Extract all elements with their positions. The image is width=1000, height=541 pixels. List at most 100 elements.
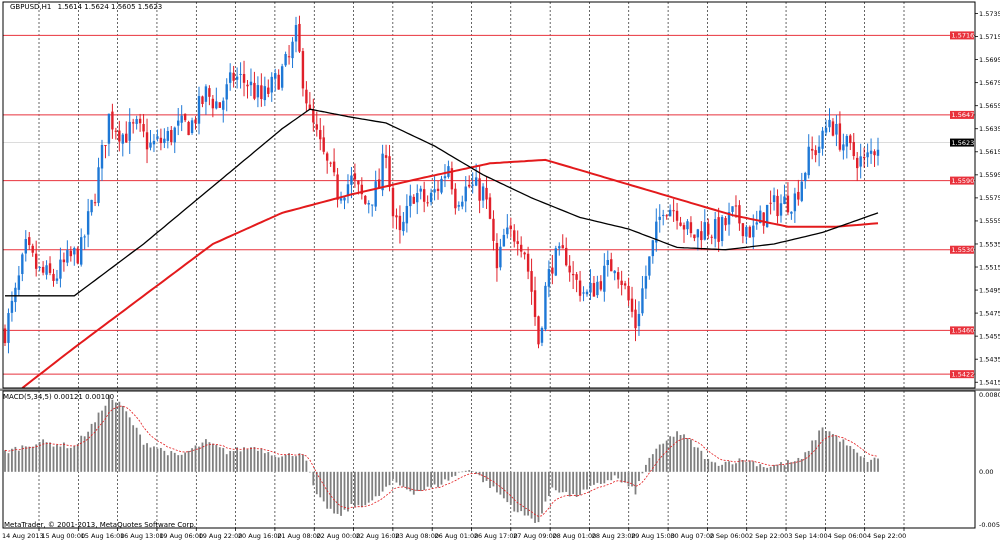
candle-bull [433,189,436,193]
price-tick-label: 1.5675 [979,79,1000,87]
macd-bar [250,447,252,472]
macd-bar [613,471,616,476]
macd-bar [59,446,62,472]
candle-bear [131,122,135,124]
macd-bar [66,448,69,472]
macd-bar [766,467,769,472]
macd-bar [360,471,363,508]
macd-bar [291,456,294,472]
candle-bear [810,148,814,151]
candle-bull [457,205,461,207]
candle-bull [589,282,592,293]
macd-bar [426,471,429,487]
candle-bear [710,236,713,238]
macd-bar [69,447,72,472]
macd-bar [800,458,803,472]
candle-bull [720,217,724,242]
candle-bull [405,205,409,224]
macd-bar [170,451,173,472]
macd-bar [596,471,599,483]
macd-bar [173,452,176,472]
candle-bull [582,292,585,294]
macd-bar [194,445,197,472]
macd-bar [617,471,620,479]
candle-bull [374,181,377,207]
candle-bull [402,221,405,232]
candle-bull [55,278,59,281]
macd-bar [838,441,841,472]
candle-bull [371,204,374,206]
macd-bar [229,450,232,472]
candle-bull [585,291,589,295]
candle-bear [391,187,395,217]
candle-bear [398,215,402,231]
macd-bar [457,471,460,473]
candle-bear [675,210,679,221]
macd-bar [700,450,703,472]
macd-bar [31,446,34,472]
macd-bar [554,471,557,491]
macd-bar [378,471,381,496]
candle-bear [513,230,516,242]
candle-bull [481,186,485,201]
candle-bear [332,161,336,173]
macd-bar [565,471,568,492]
candle-bull [544,285,547,330]
macd-bar [243,447,245,472]
candle-bear [69,250,73,257]
candle-bear [616,272,620,280]
candle-bear [325,153,329,161]
candle-bull [7,313,10,343]
macd-bar [28,446,31,472]
macd-bar [856,452,859,472]
candle-bull [38,266,41,268]
level-tag-bg [950,245,974,254]
candle-bear [377,179,381,189]
candle-bull [731,206,734,212]
macd-bar [551,471,554,488]
macd-bar [135,427,138,472]
macd-bar [748,460,751,472]
candle-bear [689,222,693,234]
price-tick-label: 1.5575 [979,194,1000,202]
macd-bar [814,440,817,472]
candle-bear [242,74,246,83]
candle-bull [346,184,350,197]
macd-bar [586,471,588,490]
macd-bar [104,405,107,472]
candle-bull [156,136,159,139]
time-tick-label: 4 Sep 06:00 [828,532,867,540]
macd-bar [232,451,235,472]
horizontal-levels[interactable] [3,34,975,375]
macd-bar [696,447,699,472]
price-tick-label: 1.5595 [979,171,1000,179]
candle-bull [45,265,48,275]
macd-bar [804,452,807,472]
candle-bear [76,248,79,264]
macd-bar [818,430,821,472]
macd-bar [83,436,86,472]
macd-bar [793,461,796,472]
candle-bear [769,202,772,204]
macd-bar [523,471,526,516]
macd-bar [873,457,876,472]
macd-bar [676,431,678,472]
macd-bar [402,471,405,487]
macd-bar [333,471,336,514]
candle-bear [211,98,215,109]
candle-bear [384,155,388,158]
candle-bull [177,120,180,126]
macd-bar [416,471,419,492]
time-tick-label: 20 Aug 16:00 [238,532,282,540]
candle-bull [613,270,616,274]
candle-bull [506,227,509,235]
macd-bar [620,471,623,483]
macd-bar [21,445,24,472]
candle-bear [700,231,703,241]
candle-bear [319,130,322,140]
candle-bull [869,150,873,154]
macd-bar [343,471,346,510]
candle-bull [291,41,294,59]
macd-bar [374,471,377,497]
